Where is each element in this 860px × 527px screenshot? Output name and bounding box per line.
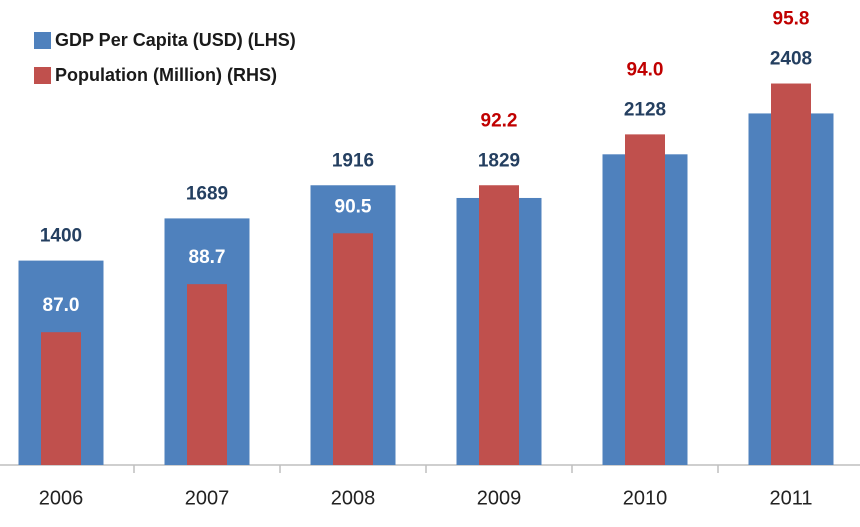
x-tick-label: 2006 (39, 487, 84, 509)
data-label: 2128 (624, 99, 666, 120)
legend-swatch (34, 32, 51, 49)
bar (187, 284, 227, 465)
bar (479, 185, 519, 465)
data-label: 1400 (40, 226, 82, 247)
data-label: 92.2 (481, 110, 518, 131)
x-tick-label: 2010 (623, 487, 668, 509)
data-label: 1916 (332, 150, 374, 171)
data-label: 90.5 (335, 196, 372, 217)
data-label: 95.8 (773, 9, 810, 30)
bar (41, 332, 81, 465)
bar (625, 134, 665, 465)
data-label: 1689 (186, 183, 228, 204)
data-label: 1829 (478, 150, 520, 171)
data-label: 87.0 (43, 295, 80, 316)
legend-label: Population (Million) (RHS) (55, 65, 277, 85)
x-tick-label: 2008 (331, 487, 376, 509)
bar (333, 233, 373, 465)
data-label: 88.7 (189, 247, 226, 268)
x-tick-label: 2007 (185, 487, 230, 509)
legend-label: GDP Per Capita (USD) (LHS) (55, 30, 296, 50)
bar (771, 83, 811, 466)
legend-swatch (34, 67, 51, 84)
data-label: 2408 (770, 49, 812, 70)
x-tick-label: 2011 (769, 487, 812, 509)
x-tick-label: 2009 (477, 487, 522, 509)
data-label: 94.0 (627, 59, 664, 80)
